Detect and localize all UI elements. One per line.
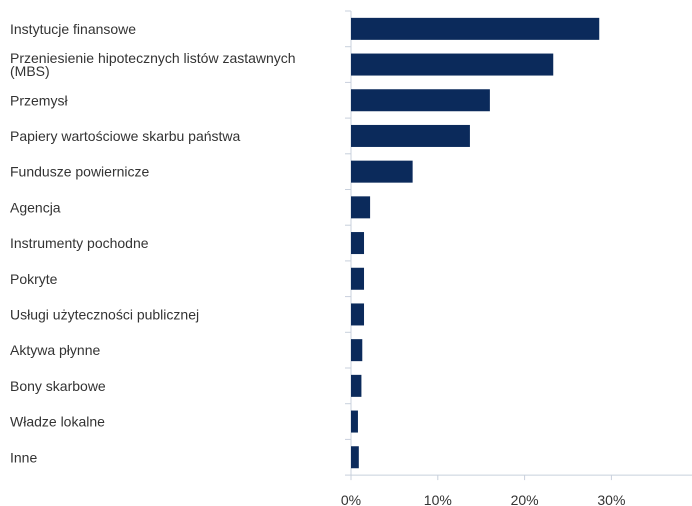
bar [351, 339, 363, 362]
category-label: Usługi użyteczności publicznej [10, 306, 199, 322]
bar [351, 53, 554, 76]
category-label-line: Władze lokalne [10, 414, 105, 430]
category-label: Przeniesienie hipotecznych listów zastaw… [10, 50, 296, 79]
bar [351, 232, 365, 255]
category-label: Fundusze powiernicze [10, 164, 150, 180]
category-label-line: Pokryte [10, 271, 58, 287]
category-label-line: Agencja [10, 199, 61, 215]
category-label: Pokryte [10, 271, 58, 287]
value-tick-label: 30% [597, 492, 625, 506]
bar [351, 267, 365, 290]
category-label-line: Instytucje finansowe [10, 21, 136, 37]
category-label-line: Inne [10, 449, 37, 465]
category-label: Przemysł [10, 92, 68, 108]
bar [351, 303, 365, 326]
bar [351, 160, 413, 183]
bar [351, 89, 490, 112]
category-label-line: (MBS) [10, 63, 50, 79]
category-label: Papiery wartościowe skarbu państwa [10, 128, 241, 144]
bar [351, 446, 359, 469]
category-label-line: Instrumenty pochodne [10, 235, 149, 251]
category-label-line: Aktywa płynne [10, 342, 100, 358]
category-label: Instytucje finansowe [10, 21, 136, 37]
category-label: Inne [10, 449, 37, 465]
category-label-line: Bony skarbowe [10, 378, 106, 394]
bar [351, 374, 362, 397]
bar [351, 410, 358, 433]
value-tick-label: 0% [341, 492, 361, 506]
bar [351, 196, 371, 219]
category-label: Instrumenty pochodne [10, 235, 149, 251]
bar [351, 17, 600, 40]
label-layer: Instytucje finansowe Przeniesienie hipote… [10, 21, 296, 465]
value-tick-label: 20% [511, 492, 539, 506]
category-label: Agencja [10, 199, 61, 215]
category-label-line: Papiery wartościowe skarbu państwa [10, 128, 241, 144]
value-tick-label: 10% [424, 492, 452, 506]
bar [351, 124, 470, 147]
category-label: Bony skarbowe [10, 378, 106, 394]
category-label-line: Usługi użyteczności publicznej [10, 306, 199, 322]
axis-layer [345, 10, 692, 481]
category-label-line: Fundusze powiernicze [10, 164, 150, 180]
category-label-line: Przeniesienie hipotecznych listów zastaw… [10, 50, 296, 66]
category-label-line: Przemysł [10, 92, 68, 108]
tick-layer: 0% 10% 20% 30% [341, 492, 626, 506]
category-label: Aktywa płynne [10, 342, 100, 358]
bar-layer [351, 17, 600, 469]
category-label: Władze lokalne [10, 414, 105, 430]
